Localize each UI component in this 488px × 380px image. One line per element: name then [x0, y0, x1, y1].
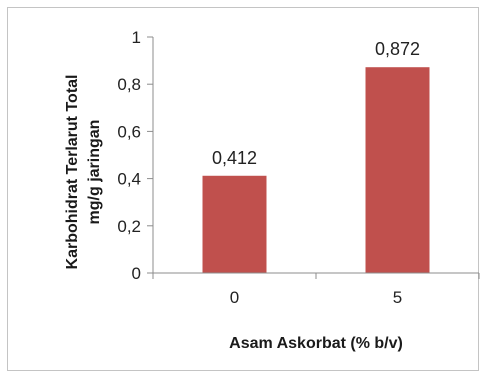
y-axis-title: Karbohidrat Terlarut Total mg/g jaringan: [64, 75, 103, 270]
bar-5: [365, 67, 430, 273]
y-tick-label: 0,8: [117, 75, 141, 94]
data-label: 0,872: [375, 39, 420, 59]
y-tick-label: 0: [132, 264, 141, 283]
x-axis-title: Asam Askorbat (% b/v): [229, 335, 403, 352]
y-tick-label: 0,4: [117, 170, 141, 189]
x-tick-label: 5: [393, 288, 402, 307]
bars-layer: [202, 67, 430, 273]
data-labels-layer: 0,412 0,872: [212, 39, 420, 168]
axes-layer: [152, 37, 479, 274]
y-ticks-layer: 0 0,2 0,4 0,6 0,8 1: [117, 28, 153, 283]
y-tick-label: 0,6: [117, 122, 141, 141]
y-axis-title-line-2: mg/g jaringan: [86, 120, 103, 225]
data-label: 0,412: [212, 148, 257, 168]
bar-0: [202, 175, 267, 273]
x-tick-label: 0: [230, 288, 239, 307]
y-axis-title-line-1: Karbohidrat Terlarut Total: [64, 75, 81, 270]
y-tick-label: 0,2: [117, 217, 141, 236]
y-tick-label: 1: [132, 28, 141, 47]
